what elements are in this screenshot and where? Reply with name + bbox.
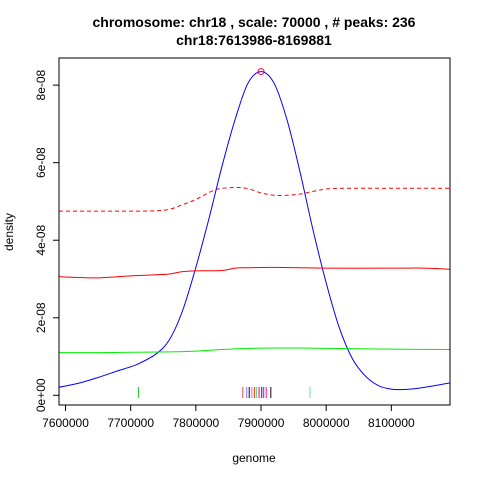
series-line-3: [59, 267, 450, 278]
x-tick-label: 7600000: [42, 416, 89, 430]
chart-title: chromosome: chr18 , scale: 70000 , # pea…: [93, 14, 416, 30]
y-tick-label: 2e-08: [34, 302, 48, 333]
chart-subtitle: chr18:7613986-8169881: [176, 32, 332, 48]
x-tick-label: 8100000: [368, 416, 415, 430]
y-axis: 0e+00 2e-08 4e-08 6e-08 8e-08: [34, 69, 59, 412]
y-tick-label: 8e-08: [34, 69, 48, 100]
x-axis-label: genome: [232, 451, 276, 465]
series-line-1: [59, 72, 450, 390]
plot-frame: [59, 58, 450, 405]
x-tick-label: 7800000: [172, 416, 219, 430]
x-tick-label: 8000000: [303, 416, 350, 430]
series-line-4: [59, 348, 450, 353]
x-tick-label: 7700000: [107, 416, 154, 430]
y-axis-label: density: [2, 213, 16, 251]
y-tick-label: 4e-08: [34, 225, 48, 256]
x-tick-label: 7900000: [238, 416, 285, 430]
x-axis: 7600000 7700000 7800000 7900000 8000000 81000…: [42, 405, 415, 430]
y-tick-label: 6e-08: [34, 147, 48, 178]
plot-area: [59, 69, 450, 398]
y-tick-label: 0e+00: [34, 378, 48, 412]
series-line-2: [59, 187, 450, 211]
